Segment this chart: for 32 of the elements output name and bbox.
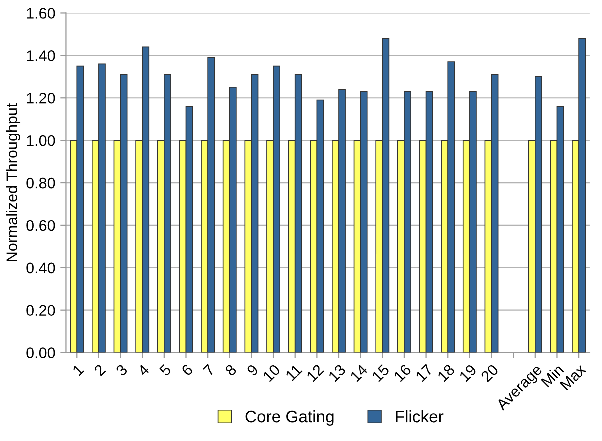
x-tick-label: 3 xyxy=(115,364,128,377)
x-tick-label: 20 xyxy=(480,364,500,383)
x-tick-label: 12 xyxy=(306,364,324,382)
x-tick-label: 17 xyxy=(415,364,434,382)
x-tick-label: 7 xyxy=(203,364,216,376)
y-tick-label: 1.00 xyxy=(27,135,56,146)
x-tick-label: 18 xyxy=(437,364,456,382)
x-tick-label: 14 xyxy=(350,364,368,382)
x-tick-label: 2 xyxy=(94,364,106,377)
y-tick-label: 0.20 xyxy=(26,305,56,316)
x-tick-label: 13 xyxy=(328,364,346,382)
legend-label: Core Gating xyxy=(246,410,334,426)
x-tick-label: 16 xyxy=(394,364,412,382)
y-tick-label: 1.40 xyxy=(27,50,56,62)
y-tick-label: 0.40 xyxy=(26,262,56,274)
x-tick-label: 9 xyxy=(246,364,260,377)
y-tick-label: 0.00 xyxy=(26,348,56,358)
y-tick-label: 1.20 xyxy=(27,92,56,104)
x-tick-label: 1 xyxy=(72,364,84,376)
legend-label: Flicker xyxy=(396,410,444,423)
x-tick-label: 4 xyxy=(137,364,150,377)
x-tick-label: 11 xyxy=(285,364,303,382)
y-axis-title: Normalized Throughput xyxy=(6,103,21,262)
y-tick-label: 0.80 xyxy=(26,178,56,189)
x-tick-label: 6 xyxy=(181,364,194,377)
x-tick-label: 10 xyxy=(262,364,282,382)
x-tick-label: 19 xyxy=(459,364,478,382)
x-tick-label: 15 xyxy=(372,364,390,382)
y-tick-label: 0.60 xyxy=(26,220,56,232)
x-tick-label: 8 xyxy=(224,364,238,377)
y-tick-label: 1.60 xyxy=(27,8,56,19)
x-tick-label: 5 xyxy=(159,364,172,377)
